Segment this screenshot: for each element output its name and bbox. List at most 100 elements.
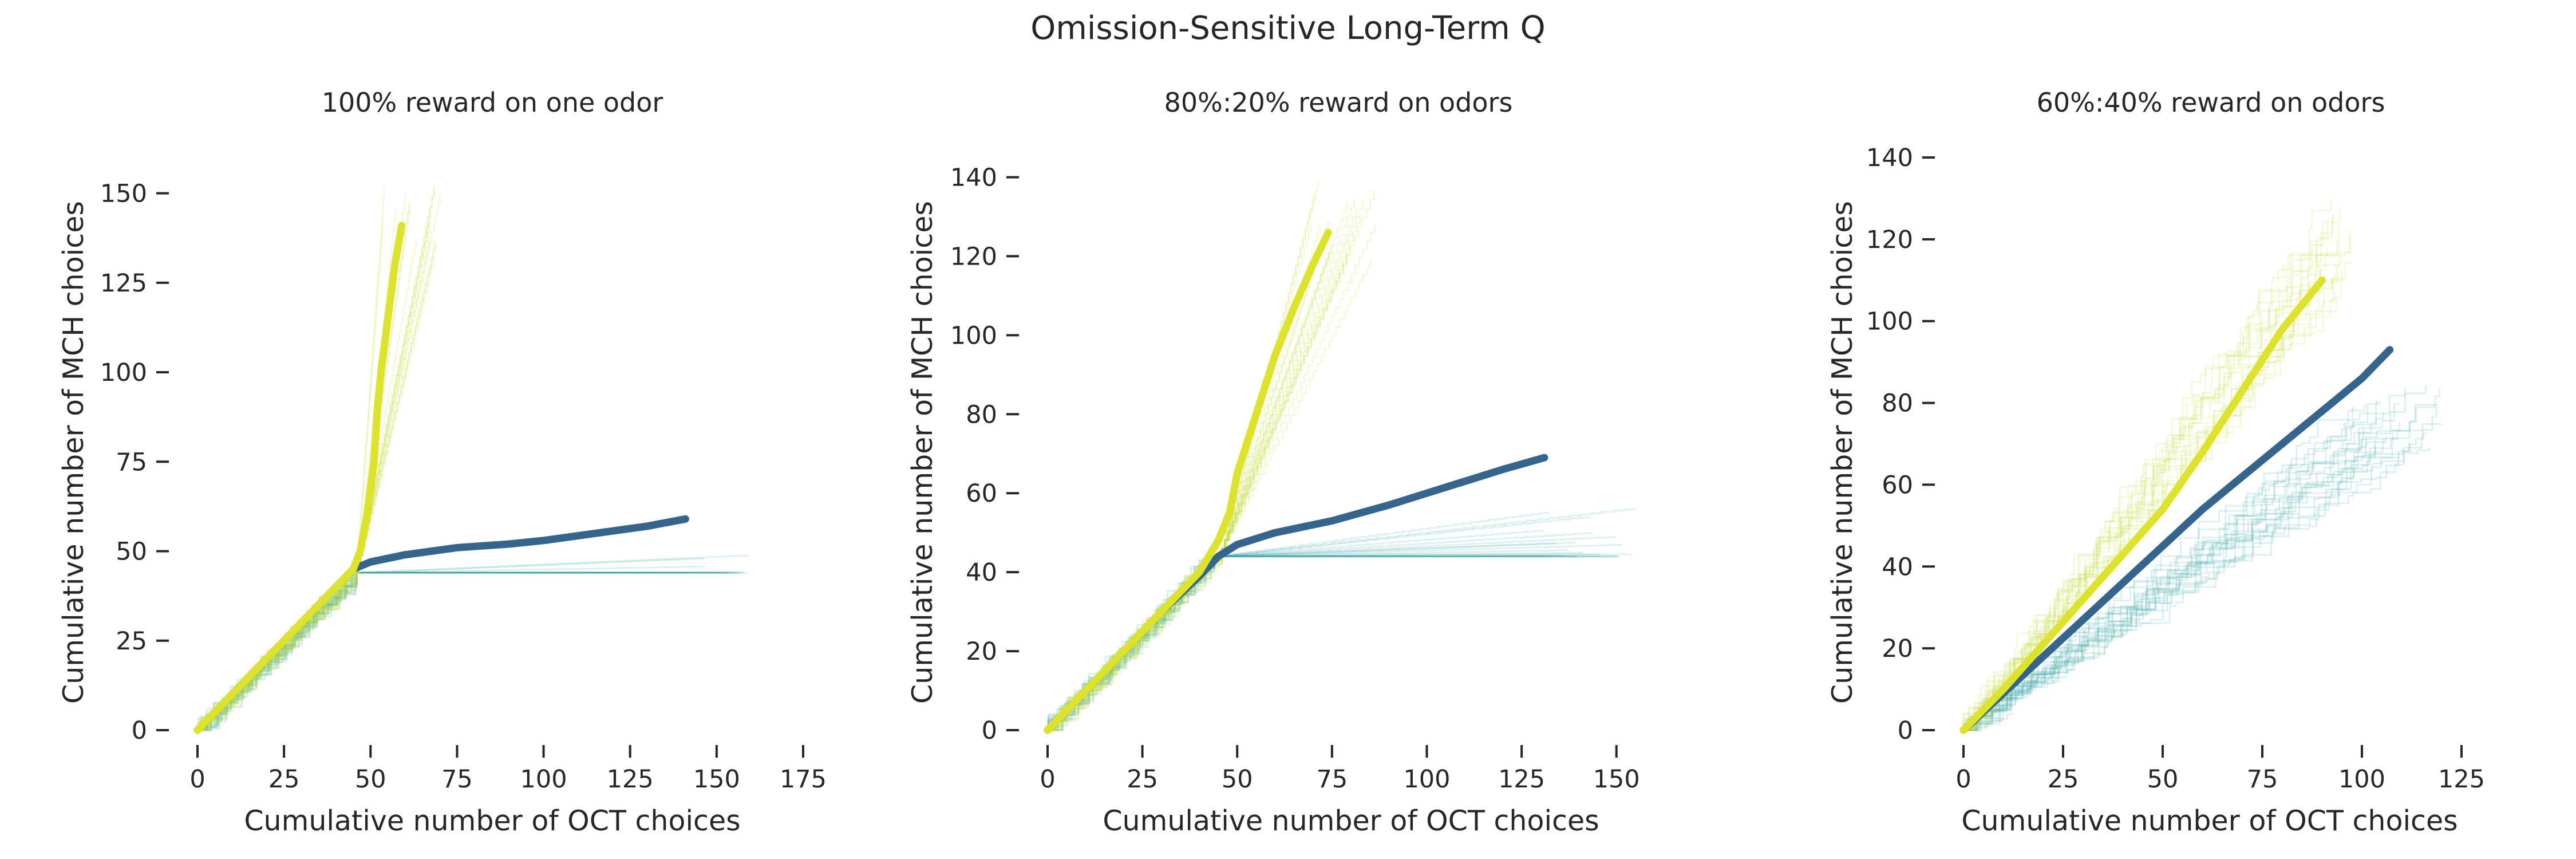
individual-trace: [197, 572, 730, 731]
x-tick-label: 75: [2247, 765, 2278, 794]
individual-trace: [1048, 508, 1636, 731]
individual-trace: [1962, 290, 2325, 730]
x-tick-label: 100: [520, 765, 567, 794]
y-tick-label: 80: [966, 400, 997, 429]
individual-trace: [1962, 245, 2321, 730]
individual-trace: [197, 572, 724, 731]
individual-trace: [1048, 224, 1321, 731]
mean-line-oct: [1959, 346, 2394, 734]
y-tick-label: 60: [1882, 471, 1913, 499]
individual-trace: [1048, 260, 1372, 731]
figure-title: Omission-Sensitive Long-Term Q: [1030, 10, 1545, 47]
x-axis-label: Cumulative number of OCT choices: [244, 805, 740, 837]
individual-trace: [197, 572, 686, 731]
individual-trace: [1963, 437, 2387, 731]
individual-trace: [197, 207, 397, 731]
individual-trace: [1963, 455, 2400, 731]
individual-trace: [197, 572, 677, 731]
y-tick-label: 100: [950, 321, 997, 350]
x-axis-label: Cumulative number of OCT choices: [1103, 805, 1599, 837]
x-tick-label: 75: [1317, 765, 1348, 794]
individual-trace: [1963, 428, 2365, 731]
individual-trace: [1963, 214, 2334, 731]
individual-trace: [197, 241, 436, 731]
individual-trace: [197, 238, 430, 731]
x-tick-label: 50: [355, 765, 386, 794]
individual-trace: [197, 188, 435, 731]
individual-trace: [1048, 544, 1623, 731]
axis-ticks: 0 25 50 75 100 125 150 175 0 25 50 75 100 125 150: [100, 180, 827, 794]
individual-trace: [197, 223, 430, 731]
y-tick-label: 140: [1866, 144, 1913, 172]
individual-trace: [1963, 262, 2352, 731]
individual-trace: [1963, 432, 2428, 731]
y-tick-label: 0: [1898, 716, 1913, 745]
mean-line-mch: [1044, 228, 1332, 734]
individual-trace: [1048, 542, 1556, 731]
y-tick-label: 80: [1882, 389, 1913, 418]
individual-trace: [1963, 404, 2435, 731]
y-axis-label: Cumulative number of MCH choices: [1826, 201, 1859, 704]
individual-trace: [1963, 261, 2340, 731]
panel-title: 60%:40% reward on odors: [2037, 87, 2385, 118]
individual-trace: [197, 572, 737, 731]
individual-trace: [1048, 214, 1361, 731]
individual-trace: [1962, 448, 2431, 730]
individual-trace: [1963, 438, 2373, 731]
individual-trace: [1048, 194, 1315, 731]
x-tick-label: 175: [780, 765, 827, 794]
axis-ticks: 0 25 50 75 100 125 0 20 40 60 80 100 120 140: [1866, 144, 2485, 794]
individual-trace: [1963, 385, 2427, 731]
individual-trace: [1048, 536, 1617, 731]
x-tick-label: 0: [189, 765, 205, 794]
individual-trace: [1963, 219, 2329, 731]
individual-trace: [197, 193, 441, 731]
individual-trace: [197, 572, 733, 731]
individual-trace: [197, 554, 749, 731]
individual-trace: [1963, 400, 2377, 731]
x-axis-label: Cumulative number of OCT choices: [1961, 805, 2458, 837]
individual-trace: [1963, 207, 2341, 731]
individual-trace: [1048, 530, 1543, 731]
x-tick-label: 25: [1127, 765, 1158, 794]
y-tick-label: 150: [100, 180, 147, 208]
individual-trace: [1963, 404, 2437, 731]
individual-trace: [1963, 423, 2443, 731]
y-tick-label: 125: [100, 269, 147, 298]
x-tick-label: 25: [2048, 765, 2079, 794]
individual-trace: [197, 572, 672, 731]
individual-trace: [1048, 259, 1348, 731]
individual-trace: [1963, 401, 2380, 731]
individual-trace: [1963, 403, 2400, 731]
axis-ticks: 0 25 50 75 100 125 150 0 20 40 60 80 100 120 140: [950, 163, 1640, 794]
individual-trace: [197, 572, 744, 731]
y-tick-label: 140: [950, 163, 997, 192]
individual-trace: [1048, 220, 1329, 731]
individual-trace: [197, 558, 705, 731]
mean-lines: [1959, 276, 2394, 734]
x-tick-label: 125: [607, 765, 654, 794]
individual-trace: [1048, 532, 1594, 731]
individual-trace: [1963, 248, 2328, 731]
mean-line-mch: [193, 222, 406, 734]
panel-80-20-percent: 80%:20% reward on odors Cumulative numbe…: [906, 87, 1640, 837]
individual-trace: [197, 187, 435, 731]
y-tick-label: 40: [966, 558, 997, 587]
mean-line-mch: [1959, 276, 2326, 734]
x-tick-label: 0: [1040, 765, 1055, 794]
y-tick-label: 120: [950, 242, 997, 271]
individual-trace: [1963, 438, 2385, 731]
mean-lines: [193, 222, 689, 734]
y-tick-label: 75: [116, 448, 147, 476]
panel-title: 100% reward on one odor: [322, 87, 663, 118]
x-tick-label: 150: [693, 765, 740, 794]
y-tick-label: 40: [1882, 553, 1913, 581]
panel-60-40-percent: 60%:40% reward on odors Cumulative numbe…: [1826, 87, 2485, 837]
mean-lines: [1044, 228, 1548, 734]
y-tick-label: 100: [1866, 308, 1913, 336]
individual-trace: [1048, 244, 1333, 731]
y-tick-label: 0: [982, 716, 997, 745]
individual-trace: [1963, 412, 2384, 731]
y-tick-label: 0: [132, 716, 147, 745]
